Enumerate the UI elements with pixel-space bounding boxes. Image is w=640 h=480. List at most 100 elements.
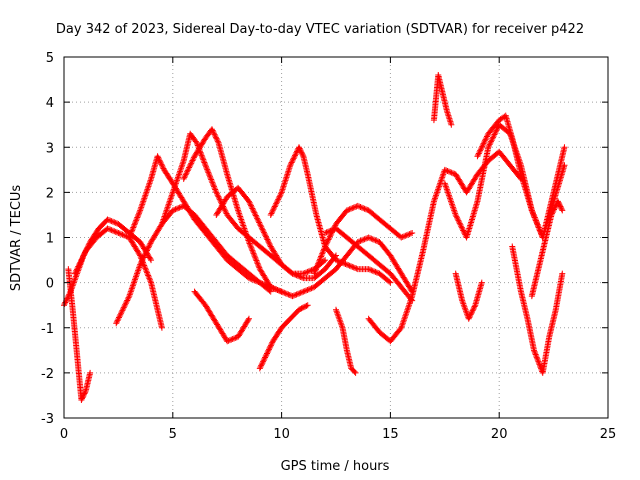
data-point [486,142,492,149]
data-point [194,141,201,148]
data-point [470,306,477,313]
data-point [200,158,207,165]
data-point [265,346,272,353]
data-point [301,288,308,295]
data-point [216,195,223,202]
data-point [252,211,259,218]
data-point [142,192,149,199]
data-point [290,292,297,299]
data-point [274,286,281,293]
data-point [221,206,228,213]
data-point [307,267,314,274]
data-point [71,270,78,277]
data-point [147,178,154,185]
data-point [147,278,154,285]
y-tick-label: -2 [41,367,54,382]
data-point [208,177,215,184]
data-point [144,269,151,276]
data-point [74,264,81,271]
data-point [438,175,445,182]
data-point [131,278,138,285]
series-track-9 [213,184,339,282]
data-point [214,138,221,145]
data-points [61,72,568,403]
data-point [263,235,270,242]
data-point [212,134,219,141]
data-point [79,255,86,262]
data-point [136,251,143,258]
data-point [81,250,88,257]
data-point [492,130,499,137]
data-point [107,226,114,233]
data-point [166,199,173,206]
data-point [454,216,461,223]
data-point [299,274,305,281]
data-point [215,193,222,200]
y-tick-label: -3 [41,412,54,427]
data-point [291,153,298,160]
data-point [273,199,280,206]
data-point [469,308,475,315]
data-point [140,196,147,203]
data-point [471,303,478,310]
data-point [291,152,298,159]
data-point [249,248,256,255]
data-point [121,303,128,310]
data-point [373,237,380,244]
data-point [156,157,163,164]
data-point [137,252,144,259]
data-point [534,221,541,228]
data-point [436,183,443,190]
data-point [441,166,448,173]
data-point [135,211,142,218]
data-point [75,263,82,270]
data-point [128,287,135,294]
data-point [449,202,456,209]
data-point [347,263,354,270]
data-point [179,162,186,169]
y-tick-label: 2 [46,186,54,201]
data-point [259,280,266,287]
data-point [352,264,359,271]
series-track-7 [180,126,285,295]
data-point [299,151,306,158]
data-point [268,340,275,347]
data-point [360,236,367,243]
data-point [81,390,88,397]
data-point [190,154,197,161]
data-point [131,221,138,228]
data-point [288,159,295,166]
data-point [145,272,152,279]
data-point [549,209,556,216]
data-point [358,204,365,211]
data-point [467,311,474,318]
data-point [305,268,312,275]
data-point [159,162,166,169]
data-point [398,234,405,241]
data-point [321,244,328,251]
data-point [73,267,80,274]
data-point [145,183,152,190]
data-point [205,169,212,176]
data-point [245,315,252,322]
data-point [443,184,450,191]
data-point [169,190,176,197]
data-point [350,204,357,211]
data-point [155,155,162,162]
data-point [261,230,268,237]
data-point [368,235,375,242]
data-point [61,300,68,307]
data-point [128,228,135,235]
data-point [558,206,565,213]
data-point [480,140,487,147]
data-point [444,187,451,194]
data-point [142,265,149,272]
data-point [248,204,255,211]
data-point [399,320,406,327]
data-point [139,257,146,264]
data-point [180,159,187,166]
data-point [238,217,245,224]
data-point [141,253,148,260]
data-point [252,212,259,219]
data-point [301,270,308,277]
